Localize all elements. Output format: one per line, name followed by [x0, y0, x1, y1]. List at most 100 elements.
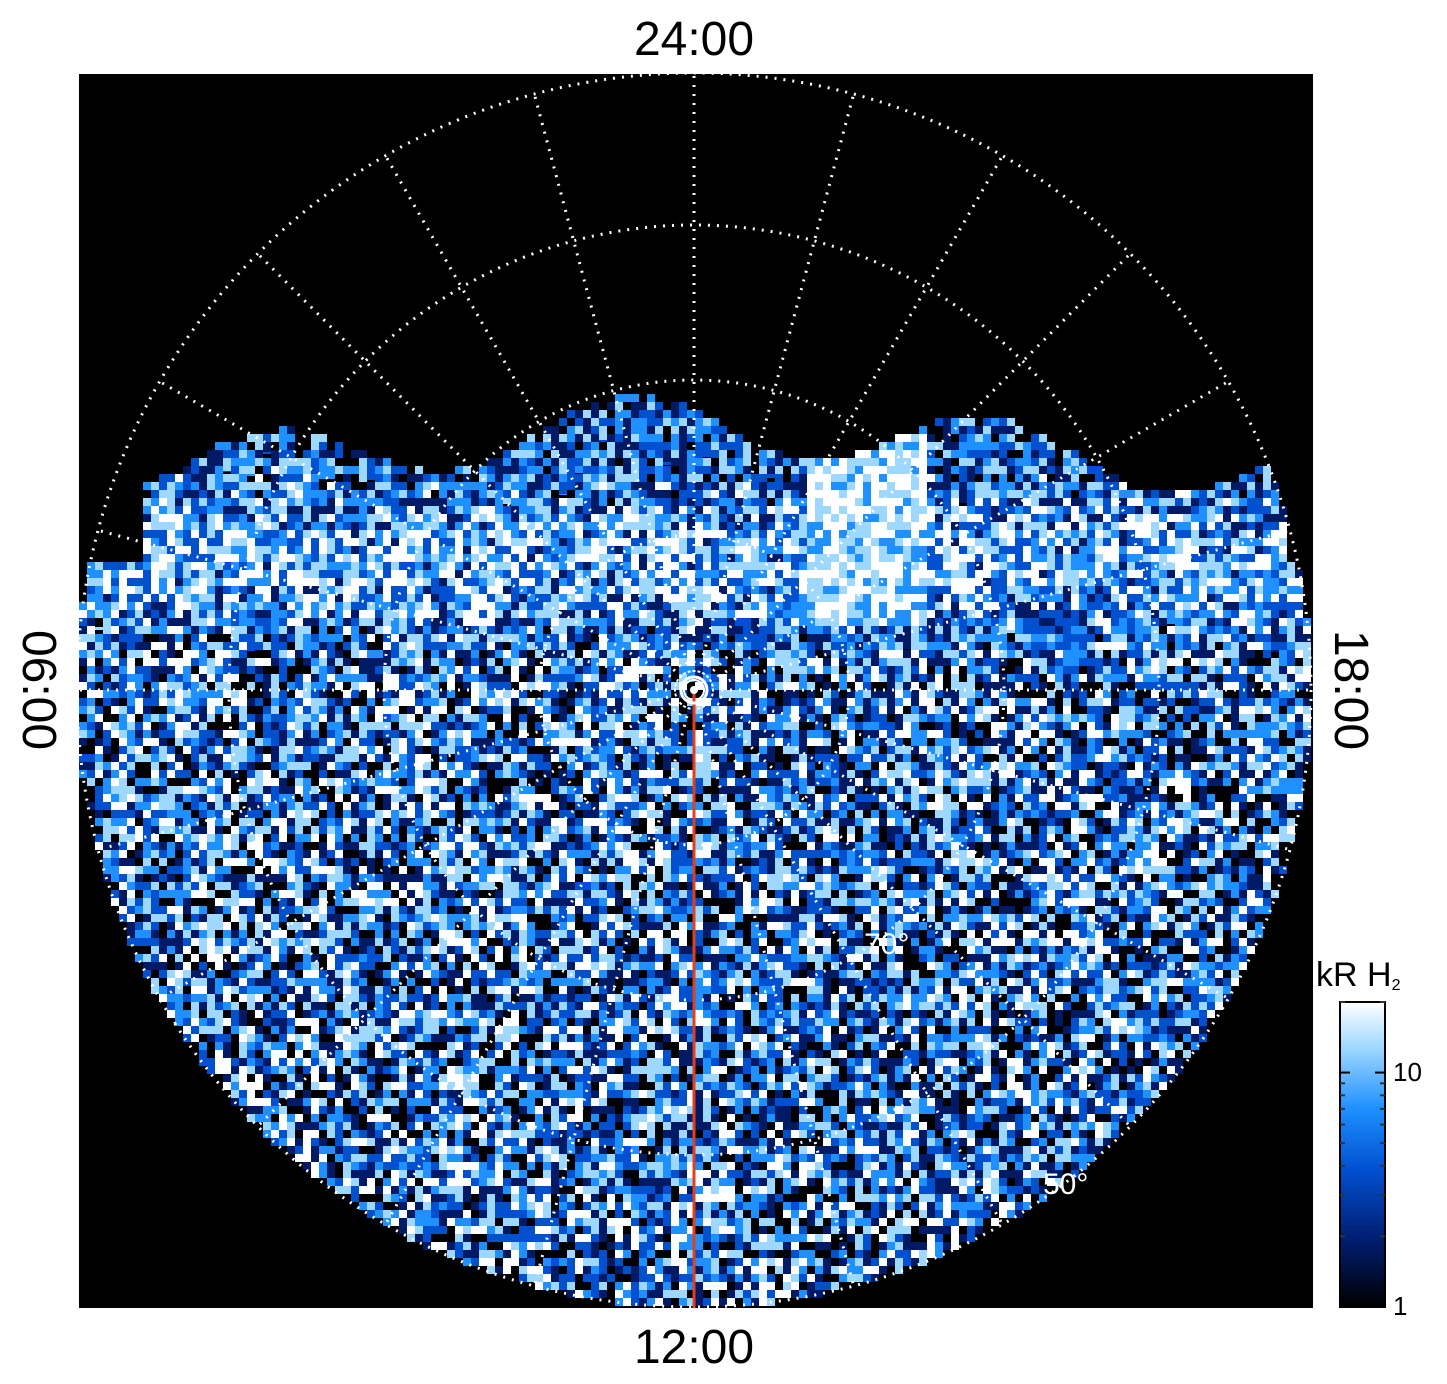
emission-pixel — [903, 658, 911, 666]
emission-pixel — [319, 650, 327, 658]
emission-pixel — [319, 658, 327, 666]
emission-pixel — [951, 690, 959, 698]
emission-pixel — [495, 522, 503, 533]
emission-pixel — [615, 690, 623, 698]
emission-pixel — [991, 642, 999, 650]
emission-pixel — [191, 698, 199, 706]
emission-pixel — [1103, 514, 1111, 526]
emission-pixel — [759, 698, 767, 706]
emission-pixel — [847, 626, 855, 641]
emission-pixel — [103, 578, 111, 591]
emission-pixel — [1055, 546, 1063, 558]
emission-pixel — [279, 682, 287, 690]
emission-pixel — [103, 642, 111, 650]
emission-pixel — [887, 642, 895, 650]
emission-pixel — [247, 690, 255, 698]
emission-pixel — [1015, 650, 1023, 658]
emission-pixel — [1287, 570, 1295, 578]
emission-pixel — [735, 554, 743, 565]
emission-pixel — [879, 674, 887, 682]
emission-pixel — [119, 570, 127, 585]
emission-pixel — [703, 570, 711, 581]
emission-pixel — [767, 642, 775, 650]
emission-pixel — [575, 538, 583, 552]
emission-pixel — [895, 466, 903, 475]
emission-pixel — [199, 674, 207, 682]
emission-pixel — [1119, 514, 1127, 525]
emission-pixel — [1095, 546, 1103, 557]
emission-pixel — [159, 666, 167, 674]
emission-pixel — [1207, 642, 1215, 650]
emission-pixel — [263, 706, 271, 714]
emission-pixel — [999, 690, 1007, 698]
emission-pixel — [559, 706, 567, 714]
emission-pixel — [1239, 666, 1247, 674]
emission-pixel — [575, 674, 583, 682]
emission-pixel — [287, 562, 295, 571]
emission-pixel — [479, 626, 487, 636]
emission-pixel — [1247, 690, 1255, 698]
emission-pixel — [615, 706, 623, 714]
emission-pixel — [903, 522, 911, 537]
emission-pixel — [495, 682, 503, 690]
emission-pixel — [591, 586, 599, 601]
emission-pixel — [695, 434, 703, 449]
emission-pixel — [823, 466, 831, 477]
emission-pixel — [1047, 682, 1055, 690]
emission-pixel — [183, 666, 191, 674]
emission-pixel — [295, 546, 303, 556]
emission-pixel — [751, 530, 759, 543]
emission-pixel — [143, 538, 151, 547]
emission-pixel — [1119, 578, 1127, 593]
emission-pixel — [1183, 594, 1191, 608]
emission-pixel — [1063, 594, 1071, 605]
emission-pixel — [767, 610, 775, 621]
emission-pixel — [1151, 498, 1159, 508]
emission-pixel — [199, 706, 207, 714]
emission-pixel — [1247, 650, 1255, 658]
emission-pixel — [271, 546, 279, 556]
emission-pixel — [1015, 610, 1023, 623]
emission-pixel — [287, 658, 295, 666]
emission-pixel — [647, 674, 655, 682]
emission-pixel — [695, 594, 703, 604]
emission-pixel — [263, 482, 271, 497]
emission-pixel — [807, 682, 815, 690]
emission-pixel — [503, 562, 511, 577]
emission-pixel — [1119, 538, 1127, 551]
emission-pixel — [383, 586, 391, 597]
emission-pixel — [1007, 498, 1015, 506]
emission-pixel — [687, 482, 695, 491]
emission-pixel — [783, 554, 791, 569]
emission-pixel — [231, 666, 239, 674]
emission-pixel — [287, 442, 295, 454]
emission-pixel — [903, 674, 911, 682]
emission-pixel — [559, 714, 567, 722]
emission-pixel — [559, 658, 567, 666]
emission-pixel — [1167, 578, 1175, 593]
emission-pixel — [623, 450, 631, 464]
emission-pixel — [655, 674, 663, 682]
emission-pixel — [359, 714, 367, 722]
emission-pixel — [639, 650, 647, 658]
emission-pixel — [959, 466, 967, 478]
emission-pixel — [1223, 498, 1231, 506]
emission-pixel — [239, 498, 247, 508]
emission-pixel — [1183, 706, 1191, 714]
emission-pixel — [1007, 442, 1015, 450]
emission-pixel — [943, 434, 951, 442]
emission-pixel — [367, 658, 375, 666]
emission-pixel — [223, 714, 231, 722]
emission-pixel — [919, 618, 927, 631]
emission-pixel — [199, 634, 207, 648]
emission-pixel — [535, 674, 543, 682]
emission-pixel — [303, 626, 311, 637]
emission-pixel — [1287, 658, 1295, 666]
emission-pixel — [191, 658, 199, 666]
emission-pixel — [263, 578, 271, 587]
emission-pixel — [479, 642, 487, 650]
emission-pixel — [543, 626, 551, 635]
emission-pixel — [631, 410, 639, 425]
emission-pixel — [871, 674, 879, 682]
emission-pixel — [815, 482, 823, 492]
